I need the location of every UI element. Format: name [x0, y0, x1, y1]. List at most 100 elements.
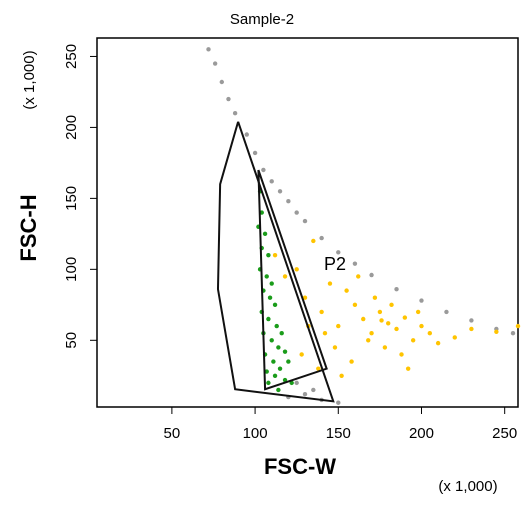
point: [266, 380, 271, 386]
point: [276, 387, 281, 393]
point: [294, 267, 299, 272]
chart-title: Sample-2: [230, 11, 294, 28]
point: [366, 338, 371, 343]
x-multiplier: (x 1,000): [438, 478, 497, 495]
plot-frame: [96, 37, 519, 408]
point: [266, 316, 271, 322]
gate-label: P2: [324, 254, 346, 274]
point: [274, 323, 279, 329]
point: [264, 369, 269, 374]
point: [319, 235, 324, 241]
point: [294, 210, 299, 215]
point: [494, 329, 499, 334]
point: [212, 61, 218, 66]
y-tick-label: 200: [63, 115, 80, 140]
point: [402, 315, 408, 320]
point: [469, 318, 474, 323]
x-tick-label: 50: [164, 425, 181, 442]
point: [226, 96, 231, 102]
point: [269, 179, 274, 184]
point: [419, 298, 424, 303]
gate: [257, 169, 328, 391]
point: [377, 309, 383, 315]
x-tick-label: 150: [326, 425, 351, 442]
point: [410, 338, 416, 343]
point: [361, 316, 366, 322]
point: [219, 79, 225, 85]
point: [419, 323, 424, 329]
point: [261, 167, 266, 173]
point: [267, 295, 273, 300]
point: [415, 309, 421, 315]
point: [244, 132, 249, 137]
point: [386, 321, 391, 326]
point: [276, 345, 281, 350]
point: [389, 302, 394, 308]
point: [336, 323, 341, 329]
point: [264, 274, 269, 279]
point: [399, 352, 404, 357]
point: [332, 345, 338, 350]
point: [299, 352, 304, 357]
point: [269, 281, 274, 286]
point: [344, 288, 349, 293]
point: [282, 349, 288, 354]
y-tick-label: 150: [63, 186, 80, 211]
point: [469, 326, 474, 332]
point: [262, 231, 268, 237]
point: [349, 359, 354, 364]
point: [232, 111, 238, 116]
point: [356, 274, 361, 279]
point: [302, 392, 308, 397]
point: [302, 295, 308, 300]
point: [427, 331, 433, 336]
x-tick-label: 250: [492, 425, 517, 442]
gate: [216, 121, 335, 403]
y-tick-label: 50: [63, 332, 80, 349]
point: [352, 261, 358, 266]
point: [316, 366, 321, 371]
point: [311, 387, 316, 393]
point: [510, 331, 516, 336]
point: [252, 150, 258, 156]
y-multiplier: (x 1,000): [21, 50, 38, 109]
point: [336, 400, 341, 405]
point: [286, 199, 291, 204]
point: [379, 318, 384, 323]
point: [272, 373, 278, 378]
point: [515, 323, 521, 329]
y-axis-title: FSC-H: [16, 194, 41, 261]
point: [394, 326, 399, 332]
point: [369, 272, 374, 278]
point: [286, 359, 291, 364]
y-tick-label: 250: [63, 44, 80, 69]
point: [405, 366, 411, 371]
point: [369, 331, 374, 336]
point: [336, 250, 341, 255]
point: [282, 274, 288, 279]
point: [372, 295, 378, 300]
y-tick-label: 100: [63, 257, 80, 282]
point: [277, 366, 283, 371]
point: [352, 302, 358, 308]
point: [382, 345, 388, 350]
point: [394, 287, 399, 292]
point: [339, 373, 344, 378]
point: [319, 309, 324, 315]
point: [444, 309, 449, 315]
point: [311, 238, 316, 244]
point: [277, 189, 283, 194]
point: [452, 335, 457, 340]
point: [294, 380, 299, 386]
point: [271, 359, 276, 364]
point: [435, 340, 441, 346]
point: [282, 377, 288, 383]
point: [279, 331, 284, 336]
x-axis-title: FSC-W: [264, 454, 336, 479]
point: [269, 338, 274, 343]
point: [266, 252, 271, 258]
point: [206, 47, 211, 52]
point: [272, 302, 278, 308]
